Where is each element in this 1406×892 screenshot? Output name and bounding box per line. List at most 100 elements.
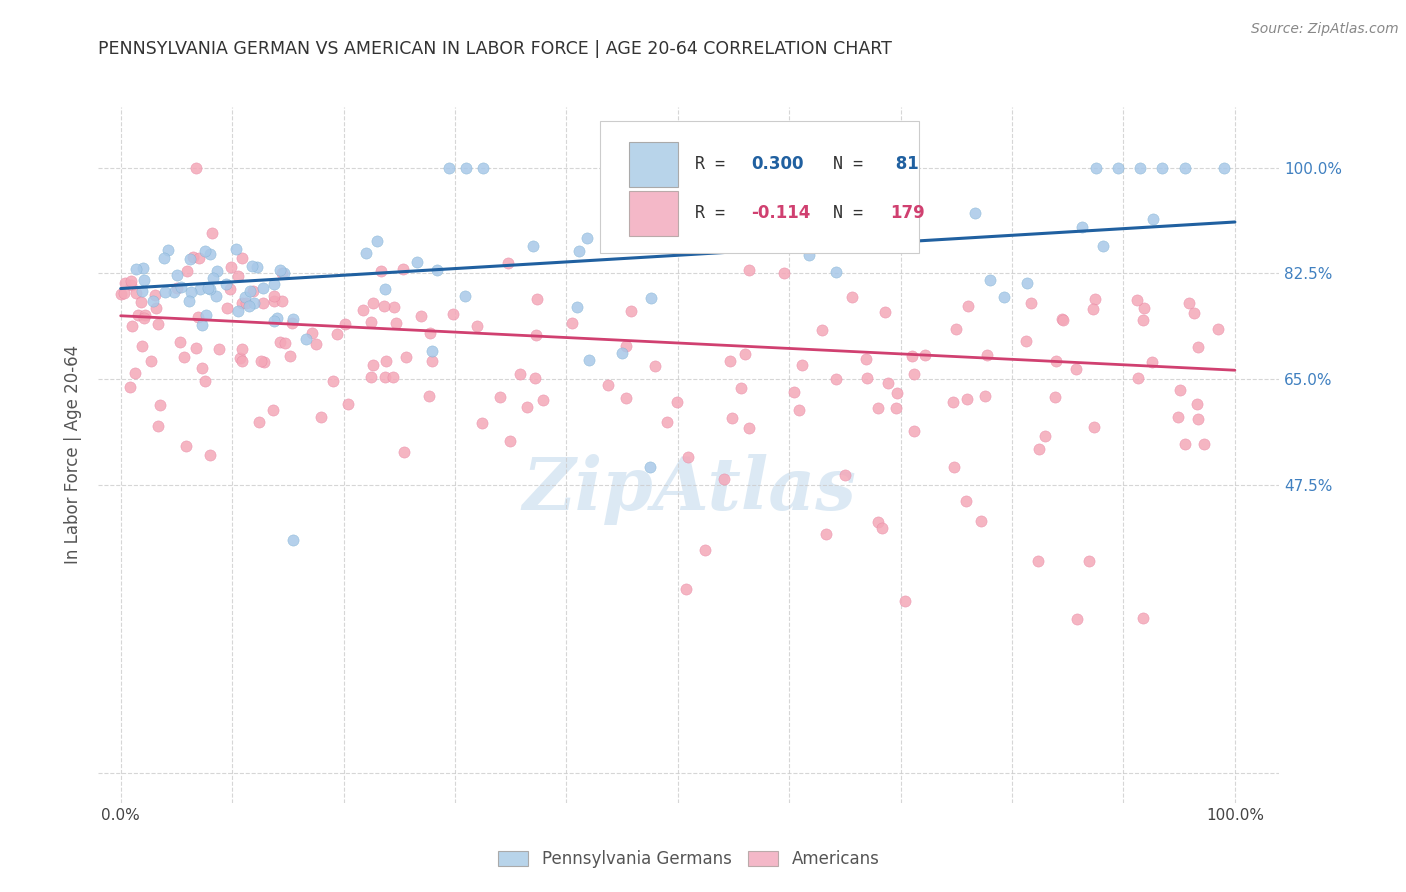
Point: [471, 161, 494, 175]
Point: [361, 296, 384, 310]
Point: [148, 418, 170, 433]
Point: [499, 434, 522, 448]
Point: [247, 416, 270, 430]
Point: [576, 231, 599, 245]
Point: [825, 265, 848, 279]
Point: [979, 273, 1001, 287]
Point: [970, 514, 993, 528]
Point: [266, 310, 288, 325]
Point: [214, 277, 236, 291]
Point: [1194, 437, 1216, 451]
Point: [516, 400, 538, 414]
Point: [614, 338, 637, 352]
Point: [141, 354, 163, 368]
Point: [561, 317, 583, 331]
Point: [567, 300, 589, 314]
Point: [738, 263, 761, 277]
Point: [426, 263, 449, 277]
Point: [336, 396, 359, 410]
Point: [471, 417, 494, 431]
Point: [114, 276, 136, 290]
Point: [1066, 612, 1088, 626]
Point: [963, 205, 986, 219]
Point: [1142, 211, 1164, 226]
Point: [187, 310, 209, 324]
Point: [1168, 383, 1191, 397]
Point: [186, 342, 208, 356]
Point: [198, 282, 221, 296]
FancyBboxPatch shape: [600, 121, 920, 253]
Point: [943, 460, 966, 475]
Point: [496, 256, 519, 270]
Point: [120, 380, 142, 394]
Point: [134, 308, 156, 322]
Text: Source: ZipAtlas.com: Source: ZipAtlas.com: [1251, 22, 1399, 37]
Point: [409, 309, 432, 323]
Point: [693, 542, 716, 557]
Point: [620, 304, 643, 318]
Point: [612, 345, 634, 359]
Point: [406, 254, 429, 268]
Point: [219, 260, 242, 275]
Point: [195, 308, 218, 322]
Point: [395, 350, 418, 364]
Point: [792, 358, 814, 372]
Point: [976, 348, 998, 362]
Point: [524, 370, 547, 384]
Point: [824, 372, 846, 386]
Text: 179: 179: [890, 203, 925, 222]
Point: [420, 343, 443, 358]
Point: [1128, 371, 1150, 385]
Text: -0.114: -0.114: [752, 203, 811, 222]
Point: [638, 460, 661, 475]
Point: [190, 361, 212, 376]
Point: [231, 252, 253, 266]
Point: [901, 349, 924, 363]
Point: [366, 234, 388, 248]
Point: [782, 203, 804, 218]
Point: [1052, 313, 1074, 327]
Point: [1174, 161, 1197, 175]
Point: [153, 251, 176, 265]
Point: [374, 370, 396, 384]
Point: [465, 319, 488, 334]
Point: [146, 317, 169, 331]
Point: [271, 266, 294, 280]
Point: [657, 415, 679, 429]
Point: [1084, 161, 1107, 175]
Point: [877, 376, 900, 390]
Point: [239, 284, 262, 298]
Point: [132, 273, 155, 287]
Point: [238, 299, 260, 313]
Legend: Pennsylvania Germans, Americans: Pennsylvania Germans, Americans: [492, 843, 886, 874]
Point: [868, 401, 890, 415]
Point: [855, 371, 877, 385]
Point: [231, 354, 253, 368]
Text: 81: 81: [890, 155, 918, 173]
Point: [205, 289, 228, 303]
Point: [1212, 161, 1234, 175]
Point: [1152, 161, 1174, 175]
Point: [166, 281, 188, 295]
Point: [242, 285, 264, 299]
Point: [488, 390, 510, 404]
Point: [219, 282, 242, 296]
Point: [1043, 390, 1066, 404]
Point: [181, 250, 204, 264]
Text: ZipAtlas: ZipAtlas: [522, 454, 856, 525]
Point: [734, 347, 756, 361]
Point: [269, 335, 291, 350]
Point: [373, 299, 395, 313]
Point: [454, 289, 477, 303]
Point: [509, 367, 531, 381]
Text: 0.300: 0.300: [752, 155, 804, 173]
Point: [201, 226, 224, 240]
Point: [132, 261, 155, 276]
Point: [127, 308, 149, 322]
Point: [1050, 312, 1073, 326]
Point: [787, 403, 810, 417]
Point: [120, 274, 142, 288]
Point: [360, 315, 382, 329]
Point: [773, 266, 796, 280]
Point: [263, 293, 285, 308]
